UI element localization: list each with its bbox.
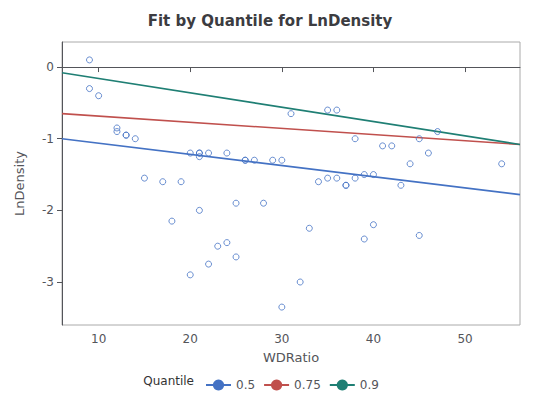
svg-text:-3: -3 — [42, 275, 54, 289]
svg-text:10: 10 — [91, 332, 106, 346]
svg-text:30: 30 — [274, 332, 289, 346]
svg-text:0.5: 0.5 — [236, 378, 255, 392]
svg-text:Fit by Quantile for LnDensity: Fit by Quantile for LnDensity — [148, 12, 393, 30]
svg-text:20: 20 — [183, 332, 198, 346]
svg-text:0.9: 0.9 — [360, 378, 379, 392]
svg-text:WDRatio: WDRatio — [263, 350, 319, 365]
svg-text:40: 40 — [366, 332, 381, 346]
svg-text:LnDensity: LnDensity — [12, 151, 27, 216]
svg-text:50: 50 — [457, 332, 472, 346]
svg-text:-2: -2 — [42, 203, 54, 217]
svg-text:0.75: 0.75 — [294, 378, 321, 392]
svg-text:-1: -1 — [42, 132, 54, 146]
svg-text:Quantile: Quantile — [143, 374, 194, 388]
svg-text:0: 0 — [46, 60, 54, 74]
